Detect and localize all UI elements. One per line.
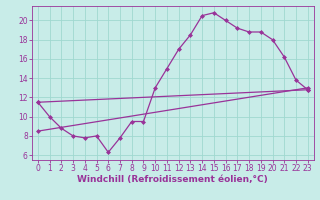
X-axis label: Windchill (Refroidissement éolien,°C): Windchill (Refroidissement éolien,°C) — [77, 175, 268, 184]
